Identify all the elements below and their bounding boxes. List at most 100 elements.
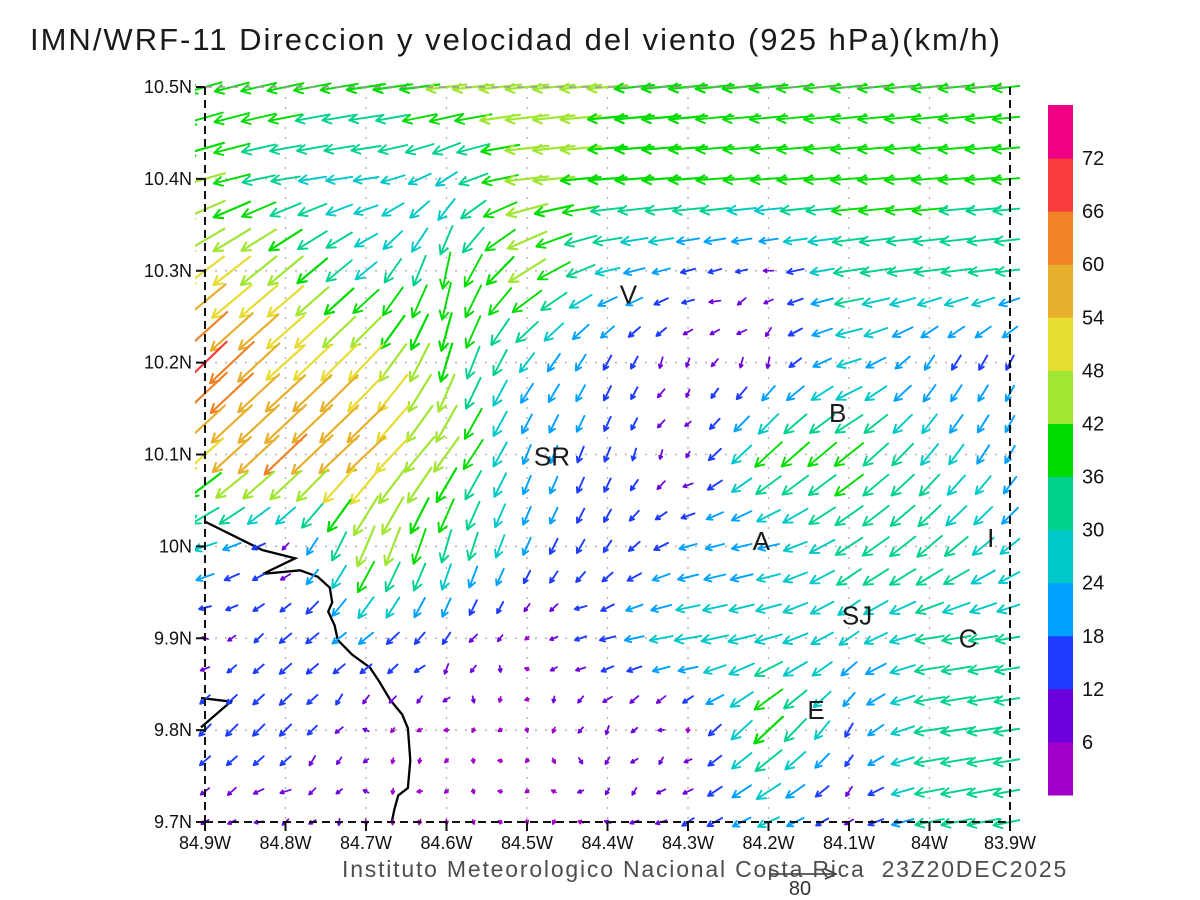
wind-arrow	[837, 599, 861, 616]
wind-arrow	[678, 543, 698, 552]
wind-arrow	[808, 538, 836, 554]
wind-arrow	[781, 474, 810, 496]
wind-arrow	[573, 605, 588, 612]
wind-arrow	[889, 535, 917, 558]
wind-arrow	[225, 755, 238, 767]
wind-arrow	[226, 786, 237, 796]
wind-arrow	[435, 405, 458, 443]
wind-arrow	[708, 299, 722, 305]
wind-arrow	[648, 236, 675, 246]
wind-arrow	[468, 599, 478, 616]
wind-arrow	[466, 531, 479, 561]
wind-arrow	[699, 204, 731, 216]
wind-arrow	[292, 344, 332, 382]
wind-arrow	[385, 631, 400, 645]
wind-arrow	[382, 230, 404, 251]
wind-arrow	[438, 312, 453, 352]
wind-arrow	[889, 600, 917, 615]
wind-arrow	[266, 285, 305, 318]
station-label-i: I	[987, 523, 994, 553]
lat-tick-label: 10.4N	[144, 169, 192, 189]
wind-arrow	[296, 230, 328, 251]
wind-arrow	[565, 264, 596, 279]
wind-arrow	[348, 113, 384, 125]
wind-arrow	[497, 758, 504, 764]
wind-arrow	[602, 385, 612, 402]
wind-arrow	[865, 356, 887, 369]
lat-tick-label: 10.1N	[144, 445, 192, 465]
colorbar-label: 60	[1082, 254, 1104, 276]
wind-arrow	[496, 601, 505, 615]
wind-arrow	[814, 785, 830, 798]
wind-arrow	[308, 787, 317, 796]
wind-arrow	[910, 82, 949, 94]
wind-arrow	[946, 474, 966, 496]
wind-arrow	[757, 543, 780, 552]
wind-arrow	[783, 413, 808, 435]
wind-arrow	[597, 296, 618, 307]
lon-tick-label: 84.3W	[662, 833, 714, 853]
wind-arrow	[195, 227, 226, 253]
wind-arrow	[242, 470, 276, 500]
wind-arrow	[786, 267, 805, 276]
wind-arrow	[973, 506, 994, 526]
wind-arrow	[212, 255, 252, 287]
wind-arrow	[834, 473, 864, 497]
wind-arrow	[783, 718, 808, 743]
wind-arrow	[409, 497, 430, 535]
wind-arrow	[623, 267, 646, 277]
wind-arrow	[602, 539, 613, 554]
wind-arrow	[627, 540, 641, 552]
wind-arrow	[604, 725, 610, 736]
wind-arrow	[574, 635, 588, 642]
wind-arrow	[915, 568, 944, 586]
colorbar-label: 42	[1082, 413, 1104, 435]
wind-arrow	[381, 202, 405, 217]
wind-arrow	[964, 113, 1002, 124]
wind-arrow	[428, 112, 465, 125]
wind-arrow	[443, 788, 450, 794]
wind-arrow	[890, 756, 915, 767]
wind-arrow	[456, 143, 491, 156]
wind-arrow	[478, 82, 523, 94]
wind-arrow	[920, 443, 940, 466]
wind-arrow	[215, 471, 249, 499]
wind-arrow	[623, 635, 645, 644]
wind-arrow	[416, 788, 424, 794]
wind-arrow	[867, 723, 885, 737]
wind-arrow	[967, 664, 999, 676]
colorbar-segment	[1048, 529, 1073, 584]
wind-arrow	[413, 664, 426, 673]
wind-arrow	[890, 473, 915, 497]
wind-arrow	[840, 661, 858, 677]
wind-arrow	[543, 322, 565, 342]
wind-arrow	[195, 506, 220, 525]
wind-arrow	[893, 384, 912, 402]
wind-arrow	[939, 235, 974, 247]
footer: Instituto Meteorologico Nacional Costa R…	[342, 856, 1068, 883]
wind-arrow	[867, 755, 885, 767]
wind-arrow	[940, 266, 973, 277]
station-label-v: V	[620, 280, 638, 310]
wind-arrow	[195, 472, 222, 498]
wind-arrow	[844, 722, 854, 738]
wind-arrow	[497, 696, 503, 703]
wind-arrow	[549, 570, 559, 584]
wind-arrow	[507, 258, 547, 284]
wind-arrow	[658, 449, 664, 460]
wind-arrow	[404, 143, 435, 156]
station-label-b: B	[829, 398, 846, 428]
wind-arrow	[731, 784, 752, 799]
wind-arrow	[213, 142, 251, 156]
wind-arrow	[492, 441, 508, 468]
wind-arrow	[707, 447, 722, 462]
wind-arrow	[325, 174, 354, 185]
wind-arrow	[726, 204, 757, 216]
wind-arrow	[506, 230, 548, 251]
wind-arrow	[407, 172, 432, 186]
wind-arrow	[241, 201, 277, 219]
station-label-c: C	[959, 623, 978, 653]
wind-arrow	[710, 358, 719, 368]
wind-arrow	[807, 474, 837, 497]
wind-arrow	[864, 662, 887, 676]
